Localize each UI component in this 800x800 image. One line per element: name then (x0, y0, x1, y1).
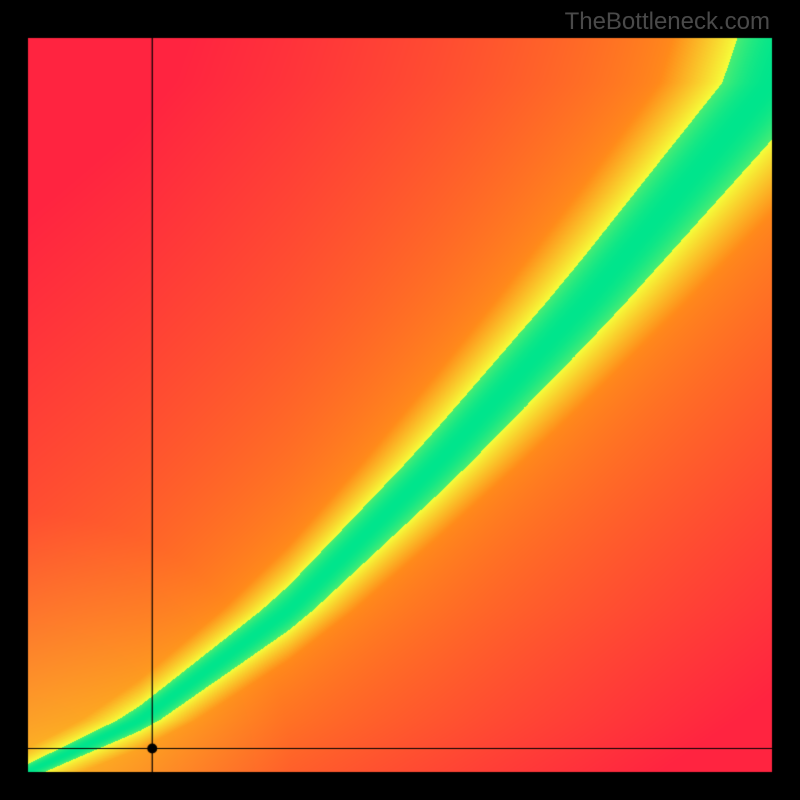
watermark-text: TheBottleneck.com (565, 8, 770, 36)
heatmap-canvas (0, 0, 800, 800)
plot-container (0, 0, 800, 800)
